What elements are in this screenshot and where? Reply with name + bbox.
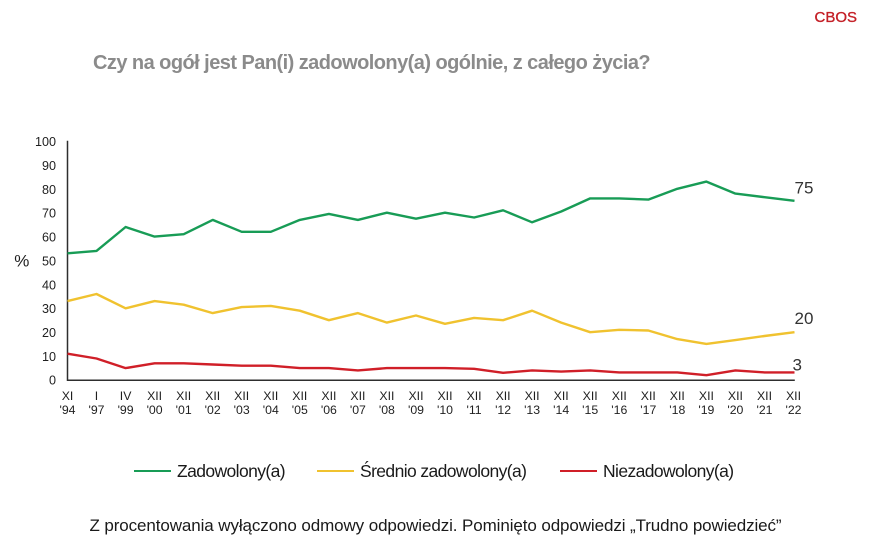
svg-text:XII: XII <box>641 389 656 403</box>
svg-text:'97: '97 <box>88 403 104 417</box>
svg-text:'12: '12 <box>495 403 511 417</box>
svg-text:XII: XII <box>612 389 627 403</box>
svg-text:70: 70 <box>42 207 56 221</box>
svg-text:'16: '16 <box>611 403 627 417</box>
svg-text:75: 75 <box>795 179 814 198</box>
svg-text:'02: '02 <box>205 403 221 417</box>
svg-text:'08: '08 <box>379 403 395 417</box>
svg-text:'18: '18 <box>669 403 685 417</box>
svg-text:3: 3 <box>793 355 802 374</box>
svg-text:'22: '22 <box>785 403 801 417</box>
svg-text:100: 100 <box>35 135 56 149</box>
svg-text:'14: '14 <box>553 403 569 417</box>
svg-text:XII: XII <box>350 389 365 403</box>
svg-text:'05: '05 <box>292 403 308 417</box>
svg-text:'94: '94 <box>59 403 75 417</box>
svg-text:XII: XII <box>292 389 307 403</box>
svg-text:60: 60 <box>42 231 56 245</box>
svg-text:XII: XII <box>525 389 540 403</box>
svg-text:'21: '21 <box>756 403 772 417</box>
svg-text:XII: XII <box>408 389 423 403</box>
svg-text:50: 50 <box>42 254 56 268</box>
svg-text:XI: XI <box>62 389 74 403</box>
svg-text:IV: IV <box>120 389 132 403</box>
svg-text:XII: XII <box>583 389 598 403</box>
svg-text:XII: XII <box>496 389 511 403</box>
svg-text:'06: '06 <box>321 403 337 417</box>
svg-text:'07: '07 <box>350 403 366 417</box>
svg-text:'00: '00 <box>147 403 163 417</box>
svg-text:XII: XII <box>670 389 685 403</box>
svg-text:XII: XII <box>379 389 394 403</box>
svg-text:'01: '01 <box>176 403 192 417</box>
svg-text:20: 20 <box>795 309 814 328</box>
svg-text:'04: '04 <box>263 403 279 417</box>
svg-text:XII: XII <box>728 389 743 403</box>
svg-text:10: 10 <box>42 350 56 364</box>
svg-text:XII: XII <box>554 389 569 403</box>
svg-text:XII: XII <box>234 389 249 403</box>
svg-text:'20: '20 <box>727 403 743 417</box>
svg-text:90: 90 <box>42 159 56 173</box>
svg-text:'10: '10 <box>437 403 453 417</box>
svg-text:XII: XII <box>757 389 772 403</box>
svg-text:XII: XII <box>699 389 714 403</box>
svg-text:I: I <box>95 389 98 403</box>
svg-text:20: 20 <box>42 326 56 340</box>
svg-text:XII: XII <box>205 389 220 403</box>
svg-text:'15: '15 <box>582 403 598 417</box>
svg-text:80: 80 <box>42 183 56 197</box>
svg-text:%: % <box>14 251 29 270</box>
svg-text:XII: XII <box>263 389 278 403</box>
svg-text:XII: XII <box>147 389 162 403</box>
svg-text:'19: '19 <box>698 403 714 417</box>
svg-text:'11: '11 <box>467 403 482 417</box>
svg-text:XII: XII <box>176 389 191 403</box>
svg-text:'03: '03 <box>234 403 250 417</box>
svg-text:30: 30 <box>42 302 56 316</box>
svg-text:'99: '99 <box>118 403 134 417</box>
svg-text:XII: XII <box>786 389 801 403</box>
svg-text:XII: XII <box>467 389 482 403</box>
svg-text:'13: '13 <box>524 403 540 417</box>
svg-text:40: 40 <box>42 278 56 292</box>
svg-text:'09: '09 <box>408 403 424 417</box>
svg-text:'17: '17 <box>640 403 656 417</box>
svg-text:XII: XII <box>321 389 336 403</box>
svg-text:XII: XII <box>437 389 452 403</box>
svg-text:0: 0 <box>49 374 56 388</box>
